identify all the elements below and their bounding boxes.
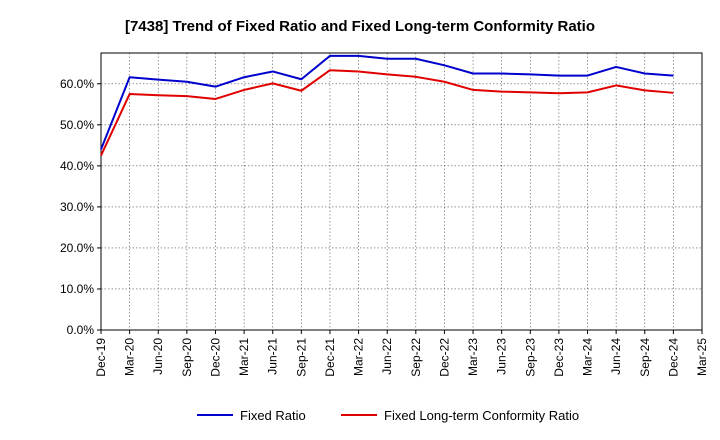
grid: [101, 53, 702, 330]
x-tick-label: Mar-23: [466, 338, 480, 376]
y-tick-label: 20.0%: [60, 241, 94, 255]
x-tick-label: Sep-23: [523, 338, 537, 377]
x-tick-label: Mar-21: [237, 338, 251, 376]
y-tick-label: 40.0%: [60, 159, 94, 173]
legend: Fixed Ratio Fixed Long-term Conformity Ra…: [197, 408, 579, 423]
plot-area: [100, 52, 703, 331]
y-tick-label: 0.0%: [67, 323, 95, 337]
series-lines: [100, 54, 674, 157]
x-tick-label: Sep-22: [409, 338, 423, 377]
x-tick-label: Jun-21: [266, 338, 280, 375]
x-tick-label: Dec-20: [208, 338, 222, 377]
x-tick-label: Sep-20: [180, 338, 194, 377]
x-tick-label: Jun-22: [380, 338, 394, 375]
x-tick-label: Jun-20: [151, 338, 165, 375]
x-tick-label: Jun-23: [495, 338, 509, 375]
y-tick-label: 30.0%: [60, 200, 94, 214]
y-axis: 0.0% 10.0% 20.0% 30.0% 40.0% 50.0% 60.0%: [60, 77, 101, 337]
x-tick-label: Mar-24: [581, 338, 595, 376]
x-tick-label: Mar-22: [352, 338, 366, 376]
legend-label: Fixed Long-term Conformity Ratio: [384, 408, 579, 423]
x-tick-label: Dec-22: [437, 338, 451, 377]
x-tick-label: Sep-24: [638, 338, 652, 377]
y-tick-label: 50.0%: [60, 118, 94, 132]
x-tick-label: Jun-24: [609, 338, 623, 375]
x-tick-label: Dec-21: [323, 338, 337, 377]
x-tick-label: Dec-23: [552, 338, 566, 377]
x-tick-label: Dec-19: [94, 338, 108, 377]
x-tick-label: Sep-21: [294, 338, 308, 377]
x-tick-label: Dec-24: [666, 338, 680, 377]
legend-label: Fixed Ratio: [240, 408, 306, 423]
chart-title: [7438] Trend of Fixed Ratio and Fixed Lo…: [125, 18, 595, 35]
x-tick-label: Mar-25: [695, 338, 709, 376]
y-tick-label: 60.0%: [60, 77, 94, 91]
y-tick-label: 10.0%: [60, 282, 94, 296]
x-axis: Dec-19 Mar-20 Jun-20 Sep-20 Dec-20 Mar-21 Jun-…: [94, 330, 709, 377]
x-tick-label: Mar-20: [123, 338, 137, 376]
